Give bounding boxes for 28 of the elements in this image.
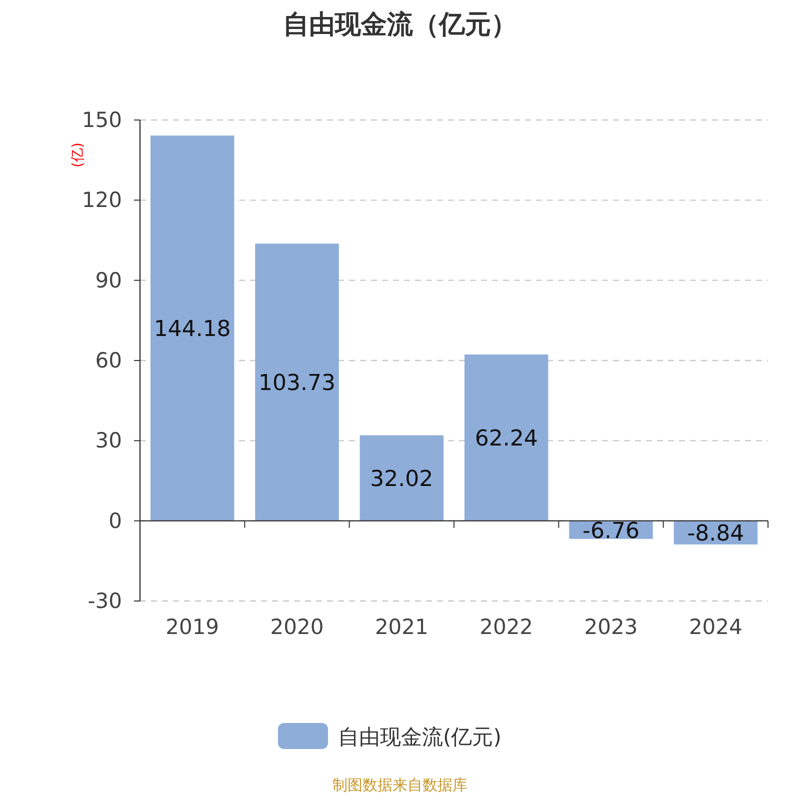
y-tick-label: 90 — [95, 268, 122, 292]
bar — [150, 136, 234, 521]
y-tick-label: 30 — [95, 428, 122, 453]
x-tick-label: 2022 — [480, 615, 534, 639]
x-tick-label: 2023 — [584, 615, 638, 639]
chart-title: 自由现金流（亿元） — [283, 10, 517, 40]
x-tick-label: 2020 — [270, 615, 324, 639]
legend-label: 自由现金流(亿元) — [338, 725, 502, 749]
bar — [255, 244, 339, 521]
bar — [464, 354, 548, 521]
x-tick-label: 2024 — [688, 615, 742, 639]
data-label: 62.24 — [474, 426, 538, 452]
y-tick-label: -30 — [88, 589, 122, 613]
x-tick-label: 2021 — [374, 615, 428, 639]
legend: 自由现金流(亿元) — [278, 723, 502, 749]
data-label: -8.84 — [687, 522, 744, 547]
bar — [360, 435, 444, 521]
data-label: 103.73 — [258, 371, 336, 396]
y-tick-label: 60 — [95, 348, 122, 372]
y-tick-label: 150 — [82, 108, 122, 132]
data-label: 144.18 — [154, 317, 231, 342]
text: 制图数据来自数据库 — [332, 776, 468, 794]
x-tick-label: 2019 — [166, 615, 220, 639]
y-axis-title: (亿) — [70, 142, 86, 168]
data-label: -6.76 — [582, 518, 640, 544]
data-label: 32.02 — [370, 467, 434, 492]
y-tick-label: 0 — [108, 508, 122, 533]
y-tick-label: 120 — [82, 188, 122, 212]
